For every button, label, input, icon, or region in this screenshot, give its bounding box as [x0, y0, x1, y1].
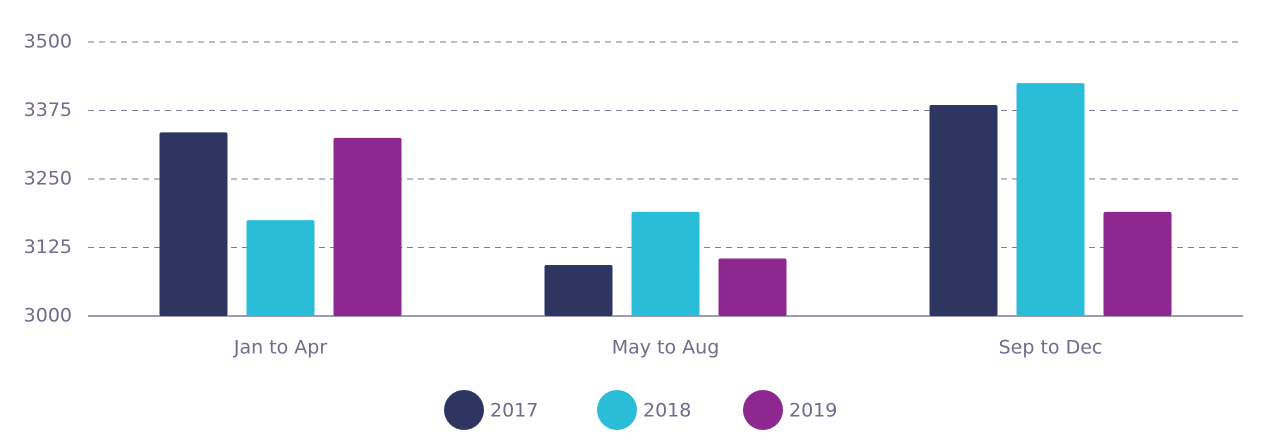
bar	[333, 137, 402, 316]
y-tick-label: 3000	[24, 305, 72, 327]
bar	[929, 105, 998, 317]
bar	[631, 211, 700, 316]
y-tick-label: 3125	[24, 236, 72, 258]
legend-label: 2018	[643, 400, 691, 422]
bar	[246, 220, 315, 316]
y-tick-label: 3375	[24, 99, 72, 121]
x-tick-label: May to Aug	[612, 337, 720, 359]
x-tick-label: Sep to Dec	[999, 337, 1103, 359]
legend-swatch	[743, 390, 783, 430]
bar	[1016, 83, 1085, 316]
x-tick-label: Jan to Apr	[233, 337, 328, 359]
legend-swatch	[444, 390, 484, 430]
bar	[1103, 211, 1172, 316]
legend-label: 2017	[490, 400, 538, 422]
legend-swatch	[597, 390, 637, 430]
bar	[544, 265, 613, 316]
bar	[159, 132, 228, 316]
y-tick-label: 3250	[24, 168, 72, 190]
bar	[718, 258, 787, 316]
y-tick-label: 3500	[24, 31, 72, 53]
legend-label: 2019	[789, 400, 837, 422]
